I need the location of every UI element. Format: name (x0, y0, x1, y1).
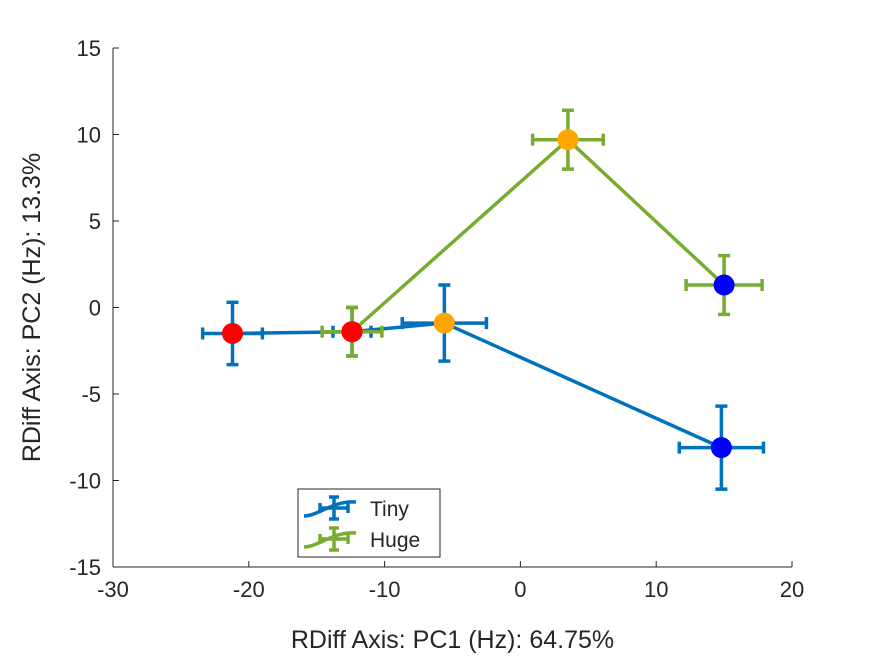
data-point-huge (713, 274, 735, 296)
data-point-tiny (433, 312, 455, 334)
y-axis-label: RDiff Axis: PC2 (Hz): 13.3% (18, 153, 46, 462)
y-tick-label: -5 (81, 382, 101, 407)
legend-label-huge: Huge (370, 529, 420, 552)
legend-entry-tiny: Tiny (303, 495, 409, 521)
legend-box (297, 488, 441, 558)
series-line-huge (350, 137, 726, 334)
x-tick-label: 10 (644, 577, 668, 602)
data-point-tiny (710, 437, 732, 459)
y-tick-label: 0 (89, 296, 101, 321)
y-tick-label: -15 (69, 555, 101, 580)
x-tick-label: -10 (369, 577, 401, 602)
data-point-huge (557, 129, 579, 151)
data-point-tiny (222, 322, 244, 344)
data-point-huge (341, 321, 363, 343)
y-tick-label: 10 (77, 123, 101, 148)
x-tick-label: -20 (233, 577, 265, 602)
y-tick-label: -10 (69, 469, 101, 494)
x-axis-label: RDiff Axis: PC1 (Hz): 64.75% (291, 626, 614, 654)
series-line-tiny (232, 321, 723, 450)
axes: -30 -20 -10 0 10 20 -15 -10 -5 0 5 10 15 (69, 36, 804, 602)
y-tick-label: 15 (77, 36, 101, 61)
x-tick-label: 0 (514, 577, 526, 602)
legend-label-tiny: Tiny (370, 498, 409, 521)
y-tick-label: 5 (89, 209, 101, 234)
legend: Tiny Huge (297, 488, 441, 558)
x-tick-label: 20 (780, 577, 804, 602)
x-tick-label: -30 (97, 577, 129, 602)
series-layer (200, 108, 766, 491)
legend-entry-huge: Huge (303, 526, 420, 552)
